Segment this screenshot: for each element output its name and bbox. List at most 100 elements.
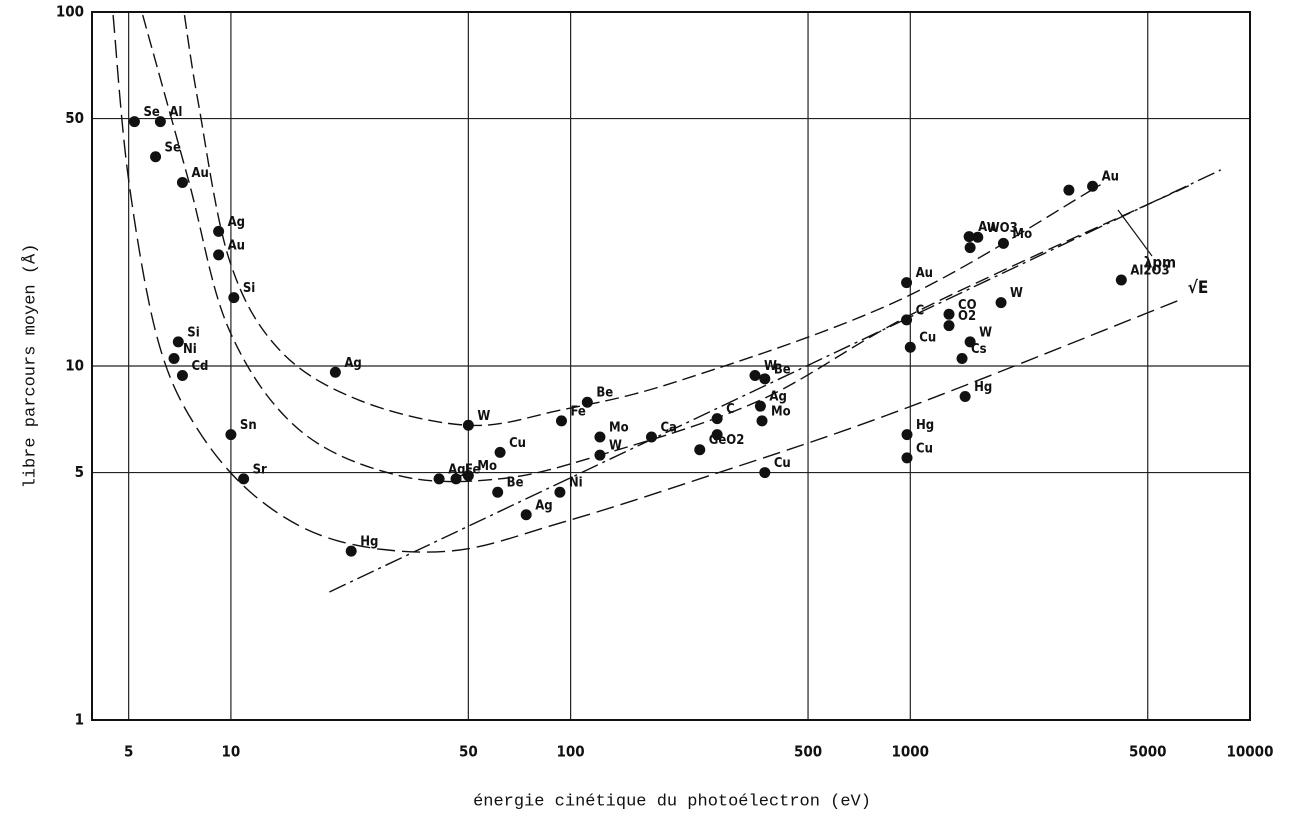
point-label: CO <box>958 298 977 313</box>
curve <box>183 14 1101 427</box>
data-point <box>997 237 1009 249</box>
point-label: Mo <box>609 421 629 436</box>
point-label: W <box>609 439 622 454</box>
data-point <box>759 467 771 479</box>
annotation-arrow <box>1117 209 1153 257</box>
point-label: Au <box>1102 170 1119 185</box>
data-point <box>228 292 240 304</box>
x-tick-label: 5 <box>124 743 133 761</box>
data-point <box>1063 184 1075 196</box>
point-label: C <box>726 402 735 417</box>
point-label: W <box>477 409 490 424</box>
y-tick-label: 100 <box>56 3 84 21</box>
data-point <box>128 116 140 128</box>
x-tick-label: 1000 <box>892 743 930 761</box>
data-point <box>759 373 771 385</box>
data-point <box>450 473 462 485</box>
data-point <box>943 308 955 320</box>
data-point <box>225 429 237 441</box>
x-tick-label: 500 <box>794 743 822 761</box>
point-label: O2 <box>958 309 976 324</box>
data-point <box>433 473 445 485</box>
data-point <box>555 415 567 427</box>
point-label: Ni <box>569 476 583 491</box>
data-point <box>213 249 225 261</box>
point-label: Cu <box>774 456 791 471</box>
point-label: Cu <box>509 436 526 451</box>
data-point <box>901 277 913 289</box>
data-point <box>964 336 976 348</box>
point-label: Mo <box>477 459 497 474</box>
point-label: Au <box>191 166 208 181</box>
x-tick-label: 50 <box>459 743 478 761</box>
data-point <box>901 429 913 441</box>
point-label: W <box>764 359 777 374</box>
curve <box>329 169 1222 593</box>
data-point <box>150 151 162 163</box>
plot-frame <box>91 11 1251 721</box>
y-tick-label: 10 <box>65 357 84 375</box>
point-label: Ag <box>769 390 786 405</box>
x-axis-title: énergie cinétique du photoélectron (eV) <box>473 792 871 811</box>
x-tick-label: 100 <box>557 743 585 761</box>
point-label: Mo <box>1012 227 1032 242</box>
point-label: Cu <box>916 441 933 456</box>
point-label: Cu <box>919 331 936 346</box>
point-label: Mo <box>771 404 791 419</box>
point-label: Hg <box>974 380 992 395</box>
data-point <box>963 231 975 243</box>
point-label: Hg <box>916 418 934 433</box>
point-label: Se <box>165 140 181 155</box>
point-label: Cd <box>191 359 208 374</box>
data-point <box>594 431 606 443</box>
data-point <box>154 116 166 128</box>
y-axis-title: libre parcours moyen (Å) <box>21 244 40 489</box>
curve <box>142 14 1192 483</box>
data-point <box>956 352 968 364</box>
annotation: λpm <box>1144 254 1176 272</box>
data-point <box>213 225 225 237</box>
data-point <box>494 446 506 458</box>
point-label: Au <box>916 266 933 281</box>
data-point <box>645 431 657 443</box>
point-label: Ag <box>535 498 552 513</box>
data-point <box>972 231 984 243</box>
point-label: Au <box>228 238 245 253</box>
data-point <box>943 320 955 332</box>
data-point <box>756 415 768 427</box>
data-point <box>462 419 474 431</box>
x-tick-label: 10 <box>222 743 241 761</box>
point-label: Sr <box>253 462 267 477</box>
data-point <box>176 370 188 382</box>
point-label: Se <box>143 105 159 120</box>
data-point <box>168 352 180 364</box>
data-point <box>694 444 706 456</box>
point-label: Fe <box>570 404 585 419</box>
data-point <box>329 366 341 378</box>
data-point <box>749 370 761 382</box>
point-label: W <box>1010 286 1023 301</box>
point-label: Si <box>187 325 199 340</box>
data-point <box>238 473 250 485</box>
annotation: √E <box>1188 278 1209 298</box>
point-label: Hg <box>360 535 378 550</box>
y-tick-label: 5 <box>75 463 84 481</box>
point-label: Ag <box>448 462 465 477</box>
y-tick-label: 1 <box>75 711 84 729</box>
point-label: Ag <box>228 215 245 230</box>
point-label: C <box>916 303 925 318</box>
point-label: Cs <box>971 342 987 357</box>
data-point <box>176 176 188 188</box>
point-label: Al2O3 <box>1130 263 1169 278</box>
point-label: Au <box>978 220 995 235</box>
data-point <box>172 336 184 348</box>
data-point <box>995 297 1007 309</box>
data-point <box>959 391 971 403</box>
point-label: WO3 <box>987 221 1018 236</box>
data-point <box>1115 274 1127 286</box>
point-label: Be <box>774 362 791 377</box>
point-label: Be <box>596 386 613 401</box>
data-point <box>901 314 913 326</box>
data-point <box>594 449 606 461</box>
